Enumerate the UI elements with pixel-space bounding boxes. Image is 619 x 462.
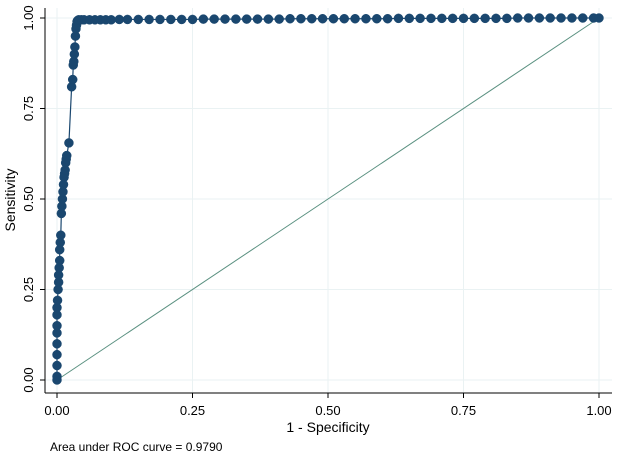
roc-point — [447, 13, 458, 24]
roc-point — [52, 320, 62, 331]
roc-point — [534, 13, 545, 23]
roc-point — [106, 15, 116, 25]
roc-curve-layer — [52, 13, 604, 385]
roc-point — [187, 14, 198, 25]
roc-point — [556, 13, 566, 23]
roc-point — [328, 13, 339, 24]
roc-point — [350, 13, 360, 24]
roc-point — [263, 14, 274, 24]
roc-point — [480, 13, 490, 24]
roc-point — [56, 230, 66, 240]
roc-point — [361, 13, 371, 24]
roc-point — [67, 74, 78, 85]
roc-point — [198, 14, 209, 24]
y-tick-label: 0.25 — [21, 277, 36, 302]
x-tick-label: 0.75 — [451, 403, 476, 418]
roc-point — [52, 360, 62, 371]
roc-point — [404, 13, 415, 24]
roc-point — [70, 42, 80, 52]
roc-point — [52, 371, 62, 382]
roc-point — [415, 13, 425, 24]
roc-point — [426, 13, 436, 24]
roc-point — [437, 13, 447, 24]
roc-point — [144, 14, 154, 25]
roc-point — [512, 13, 523, 23]
roc-point — [122, 14, 133, 25]
roc-point — [64, 138, 74, 148]
roc-point — [54, 255, 65, 266]
x-tick-label: 1.00 — [586, 403, 611, 418]
roc-point — [52, 339, 62, 349]
roc-point — [133, 14, 144, 25]
x-axis-label: 1 - Specificity — [286, 419, 369, 435]
roc-point — [220, 14, 230, 24]
y-tick-label: 0.00 — [21, 367, 36, 392]
roc-point — [155, 14, 165, 25]
roc-point — [523, 13, 534, 23]
roc-point — [52, 295, 63, 306]
x-tick-label: 0.50 — [315, 403, 340, 418]
roc-point — [274, 14, 284, 24]
roc-point — [166, 14, 176, 25]
roc-point — [317, 13, 328, 24]
roc-point — [577, 13, 588, 23]
roc-point — [393, 13, 404, 24]
roc-point — [502, 13, 512, 24]
roc-point — [62, 150, 72, 161]
roc-point — [252, 14, 263, 24]
roc-point — [306, 13, 317, 24]
y-tick-label: 1.00 — [21, 5, 36, 30]
roc-point — [594, 13, 604, 23]
roc-point — [382, 13, 393, 24]
reference-line-layer — [56, 17, 600, 381]
roc-point — [231, 14, 241, 24]
x-tick-label: 0.00 — [44, 403, 69, 418]
roc-point — [209, 14, 219, 24]
roc-point — [339, 13, 350, 24]
roc-point — [469, 13, 480, 24]
auc-note: Area under ROC curve = 0.9790 — [50, 440, 223, 454]
roc-point — [491, 13, 501, 24]
roc-point — [545, 13, 555, 23]
y-tick-label: 0.75 — [21, 96, 36, 121]
roc-point — [372, 13, 382, 24]
tick-labels: 0.00 0.25 0.50 0.75 1.00 0.00 0.25 0.50 0.75 1.00 — [21, 5, 612, 418]
x-tick-label: 0.25 — [180, 403, 205, 418]
roc-point — [241, 14, 252, 24]
roc-point — [285, 13, 295, 24]
roc-point — [296, 13, 306, 24]
reference-line — [56, 17, 600, 381]
roc-point — [114, 14, 125, 25]
y-axis-label: Sensitivity — [2, 168, 18, 231]
roc-point — [176, 14, 187, 25]
roc-point — [567, 13, 577, 23]
roc-point — [458, 13, 469, 24]
roc-point — [52, 349, 62, 360]
y-tick-label: 0.50 — [21, 186, 36, 211]
